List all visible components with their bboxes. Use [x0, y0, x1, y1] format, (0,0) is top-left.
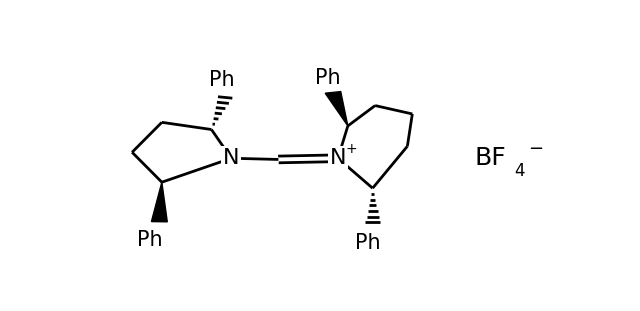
Text: 4: 4	[514, 162, 525, 180]
Text: N: N	[330, 148, 346, 168]
Text: Ph: Ph	[209, 70, 234, 91]
Text: +: +	[346, 142, 358, 156]
Text: N: N	[223, 148, 239, 168]
Polygon shape	[152, 182, 167, 222]
Text: Ph: Ph	[136, 230, 163, 250]
Polygon shape	[325, 92, 348, 126]
Text: Ph: Ph	[315, 68, 341, 88]
Text: Ph: Ph	[355, 233, 381, 253]
Text: BF: BF	[474, 146, 506, 170]
Text: −: −	[528, 140, 543, 158]
